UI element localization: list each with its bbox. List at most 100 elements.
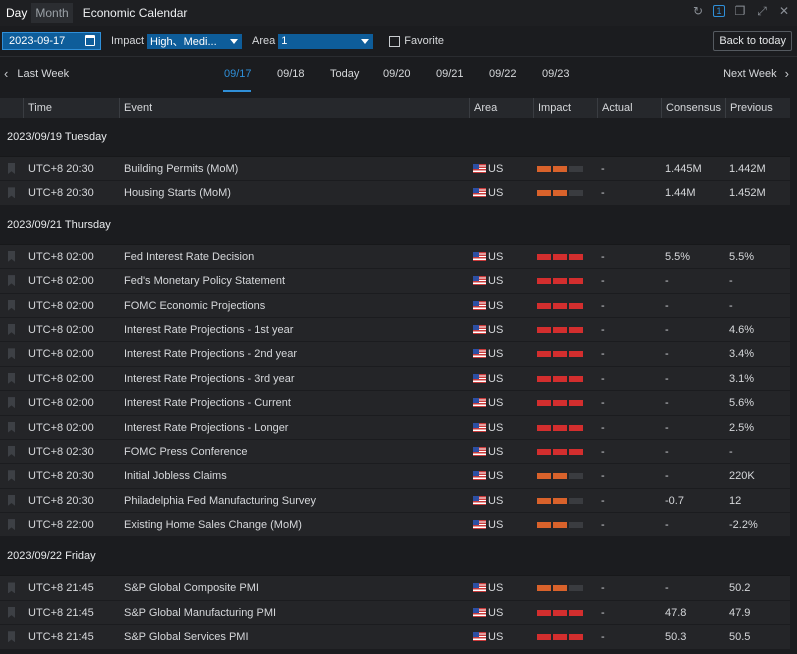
event-actual: - [601,323,605,336]
column-header-consensus[interactable]: Consensus [661,98,725,118]
table-row[interactable]: UTC+8 02:00 FOMC Economic Projections US - -… [0,293,790,318]
us-flag-icon [473,446,486,456]
column-header-actual[interactable]: Actual [597,98,661,118]
favorite-checkbox[interactable] [389,35,401,47]
scrollbar[interactable] [790,98,797,654]
event-name[interactable]: Building Permits (MoM) [124,163,239,175]
impact-indicator [537,522,583,529]
table-row[interactable]: UTC+8 20:30 Philadelphia Fed Manufacturin… [0,488,790,514]
day-tab[interactable]: 09/23 [542,68,570,80]
area-select[interactable]: 1 [278,33,374,49]
table-row[interactable]: UTC+8 02:30 FOMC Press Conference US - - - [0,439,790,465]
event-name[interactable]: S&P Global Services PMI [124,631,249,644]
event-name[interactable]: Interest Rate Projections - 3rd year [124,372,295,385]
event-actual: - [601,519,605,532]
table-row[interactable]: UTC+8 21:45 S&P Global Services PMI US - 50.… [0,625,790,650]
bookmark-icon[interactable] [8,187,15,199]
us-flag-icon [473,607,486,617]
event-actual: - [601,421,605,434]
table-row[interactable]: UTC+8 22:00 Existing Home Sales Change (M… [0,513,790,538]
bookmark-icon[interactable] [8,372,15,384]
date-picker[interactable]: 2023-09-17 [2,32,101,50]
impact-select[interactable]: High、Medi... [147,33,243,49]
event-name[interactable]: Initial Jobless Claims [124,470,227,483]
window-count-badge[interactable]: 1 [713,5,725,17]
column-header-previous[interactable]: Previous [725,98,790,118]
table-row[interactable]: UTC+8 02:00 Fed Interest Rate Decision US -… [0,244,790,270]
event-area: US [488,348,504,361]
bookmark-icon[interactable] [8,494,15,506]
event-actual: - [601,470,605,483]
bookmark-icon[interactable] [8,348,15,360]
table-row[interactable]: UTC+8 21:45 S&P Global Composite PMI US - - 5… [0,576,790,601]
event-name[interactable]: S&P Global Composite PMI [124,582,259,595]
event-consensus: 1.44M [665,187,696,200]
event-name[interactable]: S&P Global Manufacturing PMI [124,606,277,619]
back-to-today-button[interactable]: Back to today [713,31,792,51]
table-row[interactable]: UTC+8 02:00 Interest Rate Projections - 1… [0,317,790,343]
close-icon[interactable]: ✕ [778,4,790,18]
day-tab[interactable]: 09/17 [224,68,252,80]
impact-bar [537,400,551,407]
bookmark-icon[interactable] [8,582,15,594]
day-tab[interactable]: 09/18 [277,68,305,80]
event-name[interactable]: Existing Home Sales Change (MoM) [124,519,302,532]
day-tab-today[interactable]: Today [330,68,360,80]
event-name[interactable]: Interest Rate Projections - Current [124,397,291,410]
bookmark-icon[interactable] [8,163,15,174]
bookmark-icon[interactable] [8,445,15,457]
tab-month[interactable]: Month [31,3,73,23]
table-row[interactable]: UTC+8 21:45 S&P Global Manufacturing PMI U… [0,600,790,626]
refresh-icon[interactable]: ↻ [692,4,704,18]
impact-indicator [537,351,583,358]
bookmark-icon[interactable] [8,275,15,287]
table-row[interactable]: UTC+8 02:00 Interest Rate Projections - L… [0,415,790,440]
window-controls: ↻ 1 ❐ ⤢ ✕ [691,3,791,19]
table-row[interactable]: UTC+8 02:00 Fed's Monetary Policy Stateme… [0,269,790,294]
event-name[interactable]: Interest Rate Projections - Longer [124,421,289,434]
table-row[interactable]: UTC+8 02:00 Interest Rate Projections - 2… [0,342,790,367]
event-name[interactable]: FOMC Economic Projections [124,299,266,312]
bookmark-icon[interactable] [8,631,15,643]
event-name[interactable]: Fed Interest Rate Decision [124,250,255,263]
calendar-icon[interactable] [85,35,95,46]
event-name[interactable]: Fed's Monetary Policy Statement [124,275,286,288]
bookmark-icon[interactable] [8,397,15,409]
event-name[interactable]: Philadelphia Fed Manufacturing Survey [124,494,317,507]
last-week-label: Last Week [17,67,70,80]
event-consensus: - [665,445,669,458]
table-row[interactable]: UTC+8 20:30 Housing Starts (MoM) US - 1.44M 1… [0,181,790,206]
event-area: US [488,494,504,507]
bookmark-icon[interactable] [8,421,15,433]
column-header-area[interactable]: Area [469,98,533,118]
day-tab[interactable]: 09/22 [489,68,517,80]
tab-day[interactable]: Day [2,3,32,23]
bookmark-icon[interactable] [8,606,15,618]
bookmark-icon[interactable] [8,470,15,482]
column-header-event[interactable]: Event [119,98,469,118]
event-name[interactable]: FOMC Press Conference [124,445,248,458]
bookmark-icon[interactable] [8,323,15,335]
event-name[interactable]: Housing Starts (MoM) [124,187,231,200]
event-time: UTC+8 20:30 [28,470,94,483]
event-name[interactable]: Interest Rate Projections - 2nd year [124,348,298,361]
expand-icon[interactable]: ⤢ [757,3,767,18]
table-row[interactable]: UTC+8 02:00 Interest Rate Projections - 3… [0,366,790,392]
bookmark-icon[interactable] [8,250,15,262]
impact-bar [569,351,583,358]
popout-icon[interactable]: ❐ [734,4,746,18]
us-flag-icon [473,520,486,530]
table-row[interactable]: UTC+8 20:30 Initial Jobless Claims US - - 220… [0,464,790,489]
bookmark-icon[interactable] [8,519,15,531]
day-tab[interactable]: 09/20 [383,68,411,80]
day-tab[interactable]: 09/21 [436,68,464,80]
table-row[interactable]: UTC+8 02:00 Interest Rate Projections - C… [0,391,790,416]
event-name[interactable]: Interest Rate Projections - 1st year [124,323,294,336]
impact-bar [553,278,567,285]
last-week-button[interactable]: ‹ Last Week [4,67,69,80]
next-week-button[interactable]: Next Week › [723,67,789,80]
bookmark-icon[interactable] [8,299,15,311]
column-header-impact[interactable]: Impact [533,98,597,118]
column-header-time[interactable]: Time [23,98,119,118]
table-row[interactable]: UTC+8 20:30 Building Permits (MoM) US - 1.44… [0,157,790,182]
